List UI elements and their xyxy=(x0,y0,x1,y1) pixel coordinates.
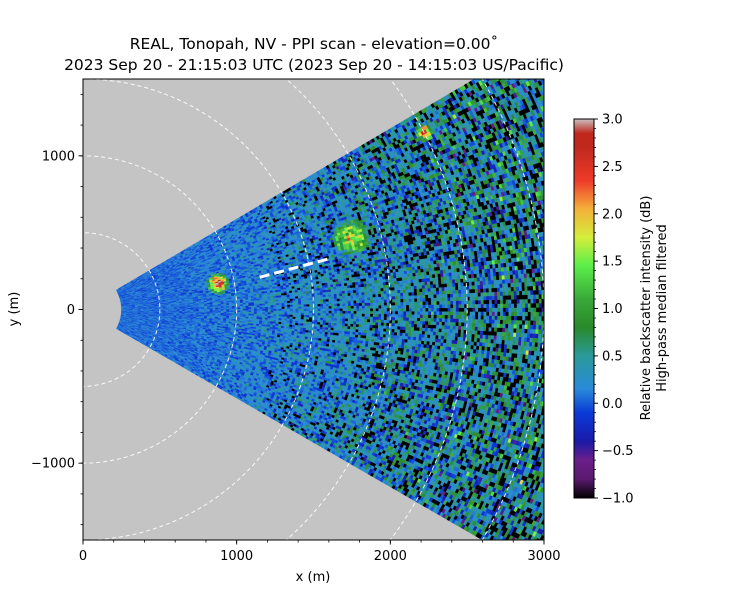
scan-cell xyxy=(215,311,219,313)
scan-cell xyxy=(237,307,241,309)
scan-cell xyxy=(209,307,213,310)
scan-cell xyxy=(204,308,208,311)
scan-cell xyxy=(231,314,235,317)
scan-cell xyxy=(201,308,205,311)
scan-cell xyxy=(217,312,222,315)
scan-cell xyxy=(242,310,247,313)
scan-cell xyxy=(234,313,238,315)
scan-cell xyxy=(223,307,227,310)
scan-cell xyxy=(215,310,219,312)
scan-cell xyxy=(226,310,230,312)
scan-cell xyxy=(226,305,230,308)
scan-cell xyxy=(206,311,211,313)
scan-cell xyxy=(209,310,213,312)
scan-cell xyxy=(237,310,241,312)
scan-cell xyxy=(220,307,224,310)
scan-cell xyxy=(242,307,247,309)
scan-cell xyxy=(223,308,227,311)
scan-cell xyxy=(215,308,219,311)
scan-cell xyxy=(201,309,205,312)
scan-cell xyxy=(240,307,244,309)
scan-cell xyxy=(242,305,247,308)
scan-cell xyxy=(193,309,197,312)
scan-cell xyxy=(242,308,247,311)
scan-cell xyxy=(220,306,224,308)
scan-cell xyxy=(226,312,230,315)
scan-cell xyxy=(240,313,244,316)
scan-cell xyxy=(218,308,222,311)
scan-cell xyxy=(237,311,241,314)
scan-cell xyxy=(206,307,211,310)
scan-cell xyxy=(207,308,211,311)
scan-sector xyxy=(115,79,544,540)
scan-cell xyxy=(229,311,233,314)
scan-cell xyxy=(218,311,222,314)
scan-cell xyxy=(218,310,222,312)
scan-cell xyxy=(237,314,241,317)
scan-cell xyxy=(242,314,246,317)
scan-cell xyxy=(231,312,235,315)
scan-cell xyxy=(231,310,235,312)
scan-cell xyxy=(229,310,233,312)
scan-cell xyxy=(240,305,244,308)
scan-cell xyxy=(226,311,230,314)
scan-cell xyxy=(223,312,227,315)
scan-cell xyxy=(237,313,241,316)
scan-cell xyxy=(240,311,244,314)
scan-cell xyxy=(242,303,246,306)
scan-cell xyxy=(240,314,244,317)
scan-cell xyxy=(231,304,235,307)
scan-cell xyxy=(240,310,244,313)
scan-cell xyxy=(240,308,244,311)
scan-cell xyxy=(231,308,235,311)
scan-cell xyxy=(231,311,235,314)
scan-cell xyxy=(229,305,233,308)
scan-cell xyxy=(195,308,200,311)
scan-cell xyxy=(212,308,216,311)
scan-cell xyxy=(198,309,202,312)
scan-cell xyxy=(229,312,233,315)
chart-title-line2: 2023 Sep 20 - 21:15:03 UTC (2023 Sep 20 … xyxy=(64,56,564,74)
scan-cell xyxy=(198,308,202,311)
scan-cell xyxy=(237,308,241,311)
scan-cell xyxy=(237,304,241,307)
scan-cell xyxy=(220,312,224,315)
scan-cell xyxy=(204,311,208,313)
scan-cell xyxy=(215,307,219,310)
scan-cell xyxy=(237,305,241,308)
scan-cell xyxy=(220,310,224,312)
chart-title-line1: REAL, Tonopah, NV - PPI scan - elevation… xyxy=(129,35,499,53)
scan-cell xyxy=(193,308,197,311)
scan-cell xyxy=(242,316,246,319)
scan-cell xyxy=(212,307,216,310)
scan-cell xyxy=(223,311,227,314)
scan-cell xyxy=(231,305,235,308)
scan-cell xyxy=(242,313,246,316)
scan-cell xyxy=(234,314,238,317)
scan-cell xyxy=(229,307,233,310)
scan-cell xyxy=(212,310,216,312)
scan-cell xyxy=(231,307,235,310)
scan-cell xyxy=(234,307,238,309)
scan-cell xyxy=(206,309,211,312)
scan-cell xyxy=(223,305,227,308)
scan-cell xyxy=(209,311,213,313)
scan-cell xyxy=(195,309,200,312)
scan-cell xyxy=(226,308,230,311)
scan-cell xyxy=(218,307,222,310)
scan-cell xyxy=(226,307,230,310)
scan-cell xyxy=(209,308,213,311)
scan-cell xyxy=(220,311,224,314)
scan-cell xyxy=(242,311,247,314)
scan-cell xyxy=(220,308,224,311)
scan-cell xyxy=(212,311,216,313)
scan-cell xyxy=(240,304,244,306)
scan-cell xyxy=(204,309,208,312)
scan-cell xyxy=(229,308,233,311)
scan-cell xyxy=(223,310,227,312)
